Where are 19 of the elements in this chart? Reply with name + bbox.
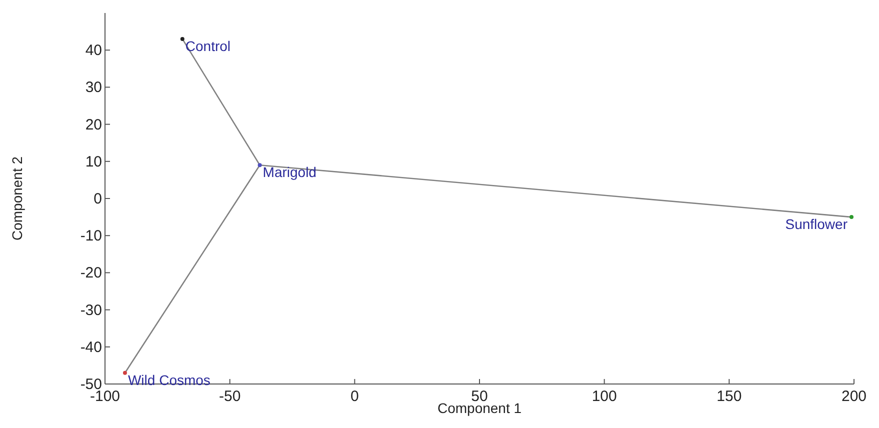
y-tick-label: -40 [80, 338, 102, 356]
x-tick-label: -50 [218, 388, 241, 405]
y-tick-label: 20 [85, 116, 102, 134]
series-label: Sunflower [785, 216, 848, 232]
x-tick-label: 0 [350, 388, 359, 405]
series-label: Marigold [262, 164, 316, 180]
y-tick-label: -10 [80, 228, 102, 245]
x-tick-label: -100 [90, 388, 120, 405]
y-tick-label: 30 [85, 79, 102, 96]
x-tick-label: 100 [592, 388, 617, 405]
y-tick-label: 0 [94, 190, 102, 208]
x-tick-label: 200 [841, 388, 867, 405]
x-tick-label: 150 [716, 388, 742, 405]
y-tick-label: -20 [80, 264, 102, 282]
y-axis-title: Component 2 [9, 156, 25, 241]
y-tick-label: 10 [85, 153, 102, 170]
y-tick-label: 40 [85, 42, 102, 60]
y-tick-label: -30 [80, 302, 102, 319]
series-label: Control [185, 38, 231, 54]
